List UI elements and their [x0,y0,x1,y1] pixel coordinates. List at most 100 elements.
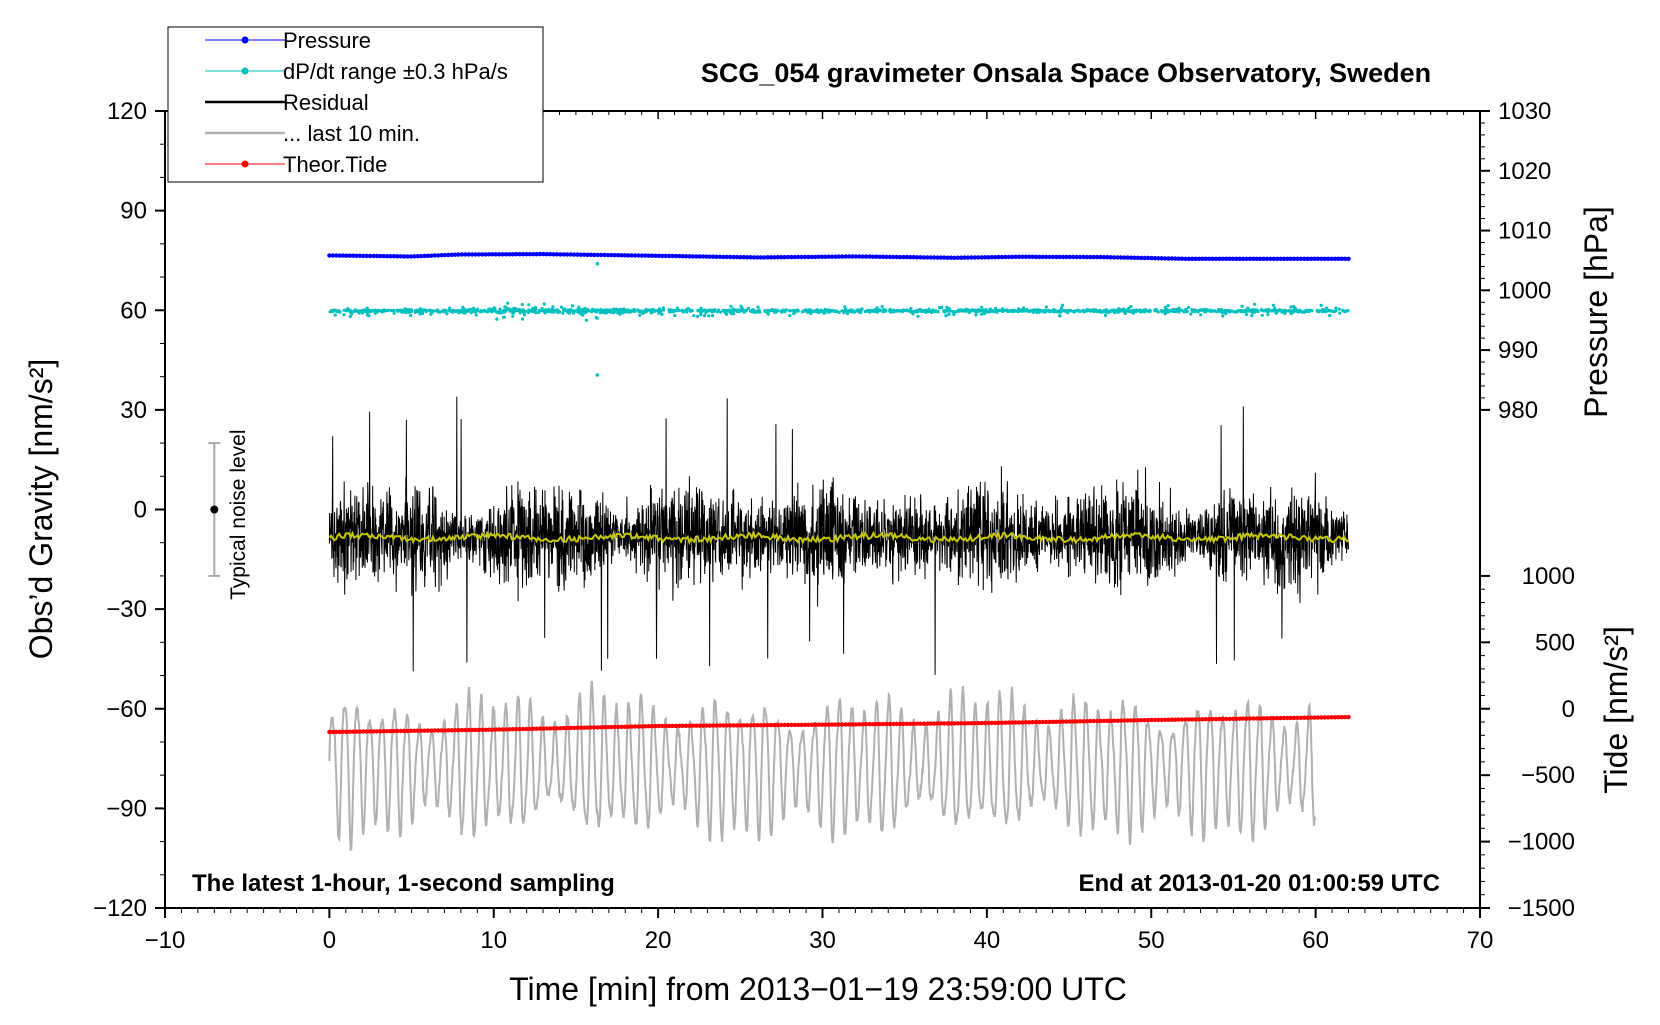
dpdt-point [646,308,650,312]
series-pressure-point [1217,256,1222,261]
dpdt-point [472,306,476,310]
dpdt-point [746,306,751,310]
series-pressure-point [1166,256,1171,261]
dpdt-point [562,307,566,311]
series-theor-tide-point [510,727,515,732]
dpdt-point [1180,308,1184,312]
series-pressure-point [378,253,383,259]
series-pressure-point [1190,256,1195,261]
series-pressure-point [765,255,770,260]
dpdt-point [518,311,522,315]
series-pressure-point [904,254,910,260]
series-theor-tide-point [1115,718,1120,723]
series-pressure-point [429,253,434,258]
series-theor-tide-point [541,726,546,731]
dpdt-point [692,314,696,318]
series-pressure-point [551,252,556,257]
x-tick-label: 0 [323,927,336,954]
series-theor-tide-point [1023,720,1028,725]
series-theor-tide-point [1006,720,1011,725]
series-theor-tide-point [1111,718,1117,723]
series-pressure-point [1275,256,1280,261]
series-pressure-point [908,255,913,260]
dpdt-point [1148,309,1152,313]
dpdt-point [1031,310,1036,314]
series-theor-tide-point [1308,715,1314,720]
series-pressure-point [1010,254,1015,260]
dpdt-point [830,309,834,313]
annotation-sampling: The latest 1-hour, 1-second sampling [192,870,615,897]
dpdt-point [1058,314,1062,318]
series-pressure-point [439,253,444,258]
dpdt-point [823,307,827,311]
series-theor-tide-point [1203,717,1209,722]
series-pressure-point [799,254,804,260]
series-theor-tide-point [405,728,410,734]
series-pressure-point [833,254,838,259]
series-pressure-point [925,255,930,260]
series-pressure-point [840,254,845,259]
dpdt-point [577,305,581,309]
dpdt-point [976,309,981,313]
dpdt-point [1183,310,1187,314]
series-pressure-point [955,255,960,260]
series-theor-tide-point [666,723,672,729]
dpdt-point [512,310,516,314]
series-pressure-point [1308,256,1314,261]
series-pressure-point [1108,255,1113,260]
series-pressure-point [1030,254,1035,259]
dpdt-point [374,309,378,313]
dpdt-point [1243,309,1248,314]
dpdt-point [810,309,814,314]
series-pressure-point [595,252,600,258]
dpdt-point [1177,306,1181,310]
series-theor-tide-point [388,728,393,734]
x-tick-label: −10 [145,927,186,954]
series-pressure-point [459,252,465,257]
series-theor-tide-point [1077,719,1083,724]
series-pressure-point [1118,255,1124,260]
series-pressure-point [653,253,658,258]
dpdt-point [1328,314,1332,318]
series-pressure-point [327,253,332,258]
dpdt-point [1186,305,1191,310]
series-pressure-point [432,253,437,258]
tide-tick-label: 500 [1535,629,1575,656]
dpdt-point [348,314,352,319]
series-pressure-point [1271,256,1277,261]
series-pressure-point [629,253,634,258]
dpdt-point [569,308,573,312]
dpdt-point [1099,310,1104,314]
series-theor-tide-point [463,727,468,733]
series-pressure-point [666,253,672,259]
series-theor-tide-point [351,729,356,734]
series-pressure-point [860,254,865,259]
dpdt-point [1346,309,1350,313]
dpdt-point [1208,309,1212,313]
dpdt-point [947,312,951,317]
series-theor-tide-point [1247,716,1253,721]
series-pressure-point [1142,255,1147,261]
dpdt-point [667,308,671,312]
series-pressure-point [1203,256,1209,261]
dpdt-point [702,314,707,318]
series-theor-tide-point [626,724,631,729]
series-theor-tide-point [1081,719,1086,724]
legend-entry: Residual [205,90,369,115]
series-theor-tide-point [558,726,563,731]
series-pressure-point [741,255,746,260]
y-tick-label: −120 [93,895,147,922]
dpdt-point [1287,309,1291,313]
series-pressure-point [517,252,522,257]
dpdt-point [1289,305,1293,309]
series-theor-tide-point [629,724,634,729]
series-pressure-point [337,253,342,258]
series-pressure-point [1050,254,1056,260]
series-pressure-point [381,253,386,259]
dpdt-point [750,309,754,313]
series-theor-tide-point [1142,718,1147,723]
dpdt-point [685,309,689,313]
series-theor-tide-point [772,722,777,728]
series-pressure-point [1213,256,1219,261]
